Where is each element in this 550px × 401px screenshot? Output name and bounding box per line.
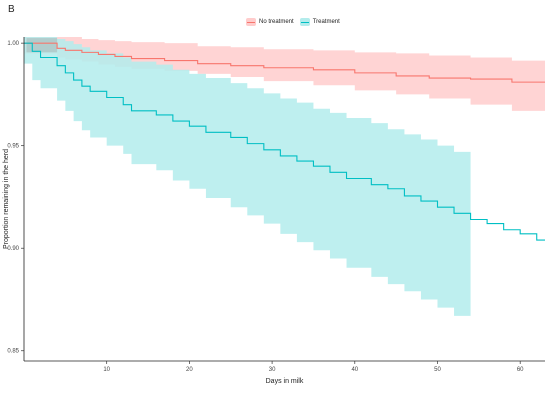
plot-area	[24, 37, 545, 316]
y-tick-label: 1.00	[7, 41, 19, 47]
survival-line-treatment	[24, 42, 545, 241]
y-axis-title: Proportion remaining in the herd	[3, 149, 10, 249]
survival-line-no-treatment	[24, 42, 545, 83]
legend-item-no-treatment: No treatment	[246, 18, 294, 26]
x-tick-label: 30	[269, 367, 276, 373]
y-tick-label: 0.85	[7, 349, 19, 355]
x-tick-label: 50	[434, 367, 441, 373]
confidence-band-no-treatment	[24, 37, 545, 111]
legend-key-no-treatment	[246, 18, 256, 26]
confidence-band-treatment	[24, 37, 471, 316]
x-axis-title: Days in milk	[266, 378, 304, 385]
x-tick-label: 20	[186, 367, 193, 373]
band-overlap	[26, 38, 58, 53]
legend-label-treatment: Treatment	[312, 19, 340, 25]
legend-label-no-treatment: No treatment	[259, 19, 294, 25]
x-tick-label: 10	[103, 367, 110, 373]
panel-label: B	[8, 4, 15, 15]
x-tick-label: 60	[517, 367, 524, 373]
legend-item-treatment: Treatment	[299, 18, 340, 26]
y-tick-label: 0.95	[7, 144, 19, 150]
y-tick-label: 0.90	[7, 246, 19, 252]
x-tick-label: 40	[351, 367, 358, 373]
legend: No treatment Treatment	[246, 15, 340, 29]
legend-key-treatment	[299, 18, 310, 26]
